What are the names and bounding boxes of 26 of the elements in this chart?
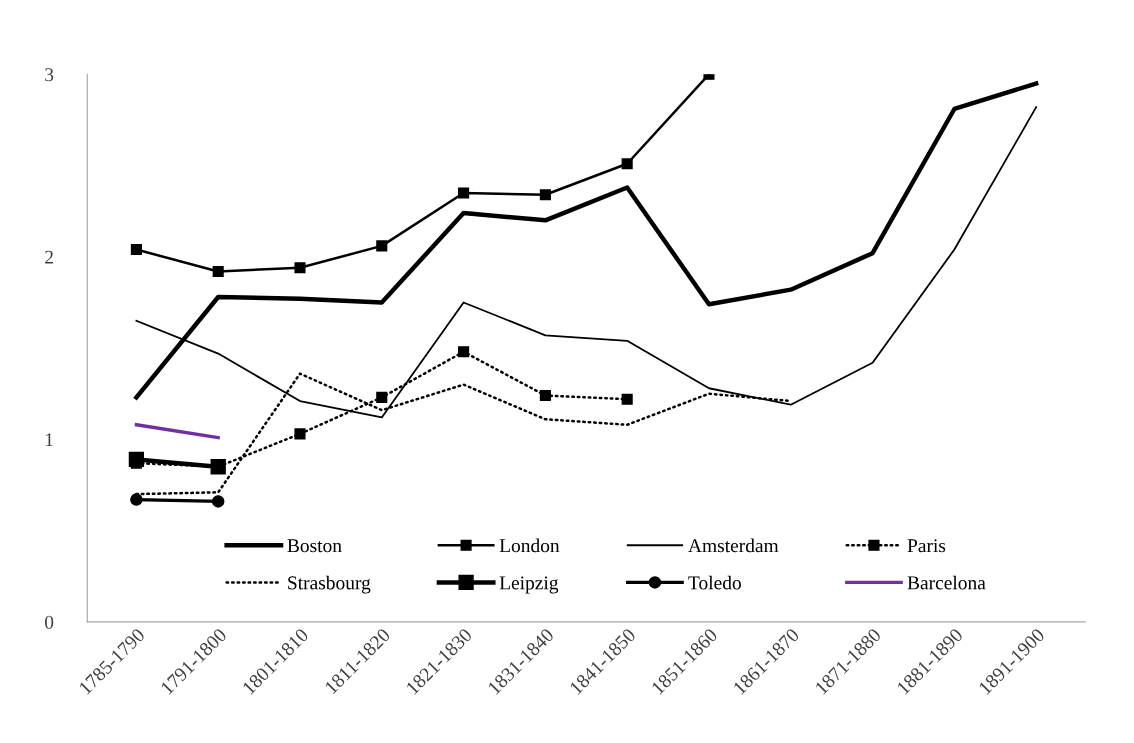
legend-label: Toledo bbox=[688, 575, 741, 590]
legend-label: Barcelona bbox=[907, 575, 986, 590]
y-tick-label: 0 bbox=[45, 615, 54, 629]
point bbox=[376, 240, 388, 252]
point bbox=[130, 243, 142, 256]
point bbox=[130, 493, 143, 506]
point bbox=[212, 265, 224, 277]
legend-label: Paris bbox=[907, 539, 946, 553]
legend-label: Amsterdam bbox=[688, 538, 779, 553]
point bbox=[539, 189, 551, 201]
point bbox=[294, 262, 306, 274]
legend-label: Boston bbox=[287, 539, 342, 553]
y-tick-label: 2 bbox=[45, 250, 53, 264]
point bbox=[458, 187, 470, 199]
point bbox=[211, 495, 225, 508]
point bbox=[539, 389, 551, 402]
y-tick-label: 3 bbox=[45, 68, 54, 82]
y-tick-label: 1 bbox=[45, 433, 53, 447]
legend-label: London bbox=[499, 538, 560, 553]
legend-label: Leipzig bbox=[499, 576, 559, 594]
point bbox=[294, 428, 306, 440]
point bbox=[621, 393, 633, 405]
point bbox=[376, 391, 388, 403]
point bbox=[458, 346, 470, 358]
legend-label: Strasbourg bbox=[288, 575, 371, 594]
point bbox=[621, 158, 633, 170]
